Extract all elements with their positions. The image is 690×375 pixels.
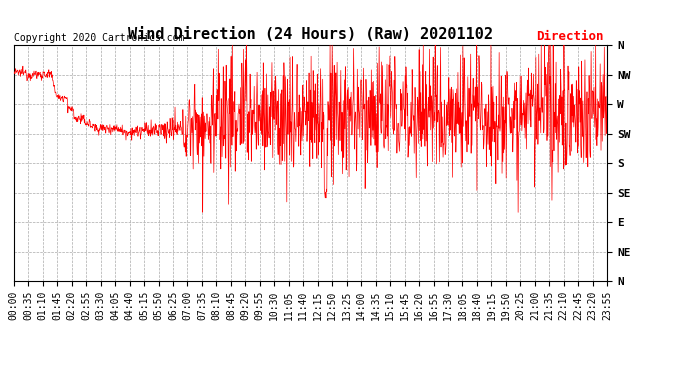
Text: Copyright 2020 Cartronics.com: Copyright 2020 Cartronics.com [14, 33, 184, 43]
Title: Wind Direction (24 Hours) (Raw) 20201102: Wind Direction (24 Hours) (Raw) 20201102 [128, 27, 493, 42]
Text: Direction: Direction [536, 30, 604, 43]
